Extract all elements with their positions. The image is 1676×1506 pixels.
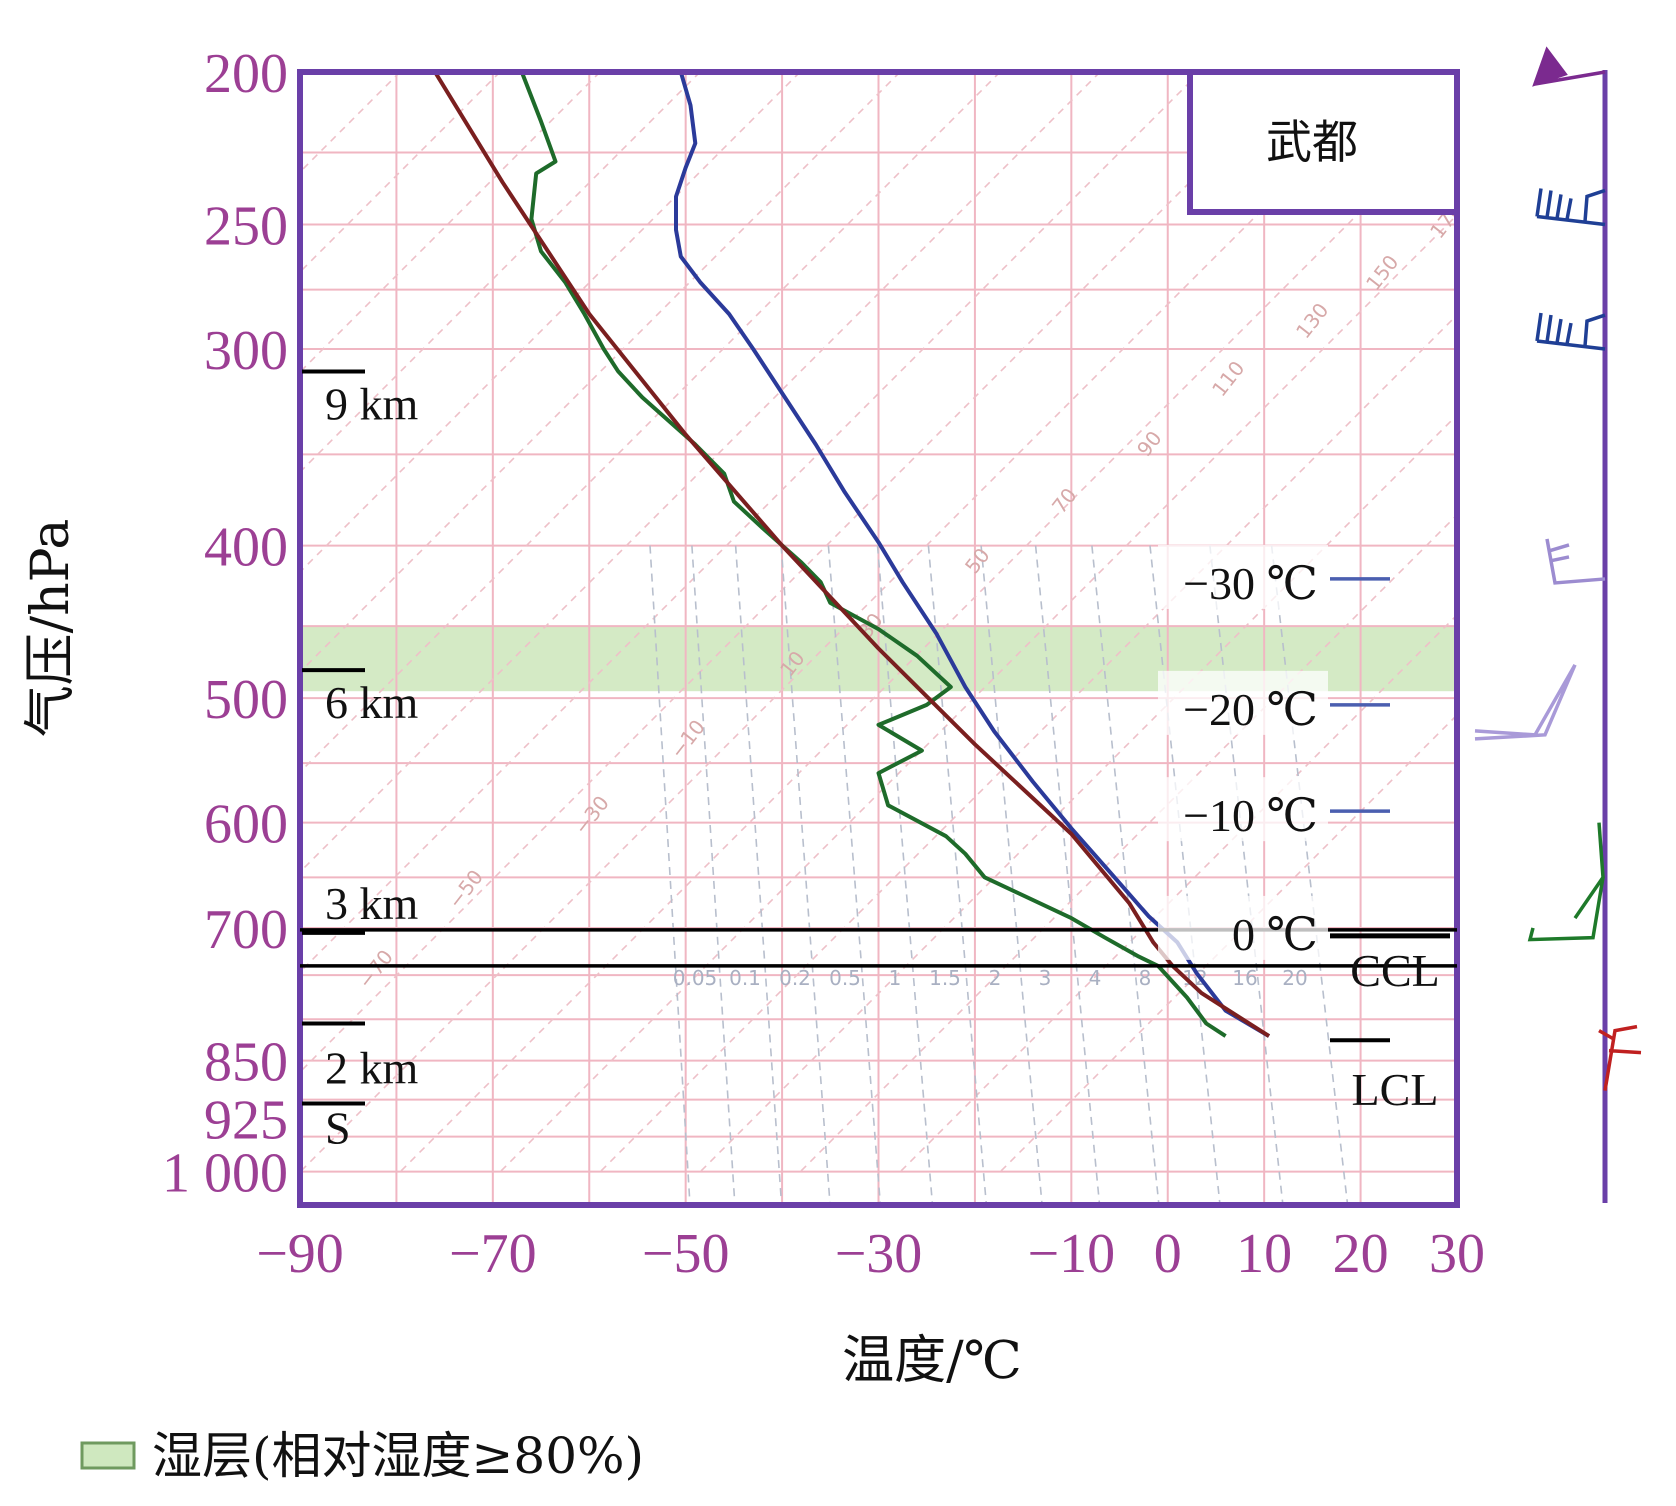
wind-barb [1545, 538, 1606, 585]
y-axis-title: 气压/hPa [21, 519, 81, 738]
level-label-ccl: CCL [1350, 945, 1439, 996]
wind-barb [1535, 312, 1606, 351]
grid-mixing-ratio [649, 545, 691, 1205]
x-tick-label: 0 [1154, 1223, 1182, 1285]
legend-swatch-wet-layer [80, 1441, 136, 1470]
mixing-ratio-label: 2 [989, 966, 1002, 990]
x-tick-label: 20 [1333, 1223, 1389, 1285]
x-tick-label: −30 [835, 1223, 923, 1285]
isotherm-marker-label: −20 ℃ [1183, 684, 1318, 735]
mixing-ratio-label: 20 [1282, 966, 1307, 990]
wind-barb-shaft [1598, 1024, 1642, 1091]
x-axis-title: 温度/℃ [842, 1331, 1022, 1391]
wind-barb [1535, 188, 1606, 227]
grid-mixing-ratio [1091, 545, 1160, 1205]
wind-barb [1527, 822, 1605, 942]
mixing-ratio-label: 3 [1039, 966, 1052, 990]
mixing-ratio-label: 8 [1139, 966, 1152, 990]
isotherm-marker-label: 0 ℃ [1232, 909, 1318, 960]
wind-barb-shaft [1527, 822, 1605, 942]
wind-barb [1474, 663, 1577, 741]
mixing-ratio-label: 16 [1232, 966, 1257, 990]
y-tick-label: 925 [204, 1089, 288, 1151]
mixing-ratio-label: 1 [889, 966, 902, 990]
grid-mixing-ratio [1034, 545, 1101, 1205]
y-tick-label: 250 [204, 195, 288, 257]
x-tick-label: −50 [642, 1223, 730, 1285]
y-tick-label: 400 [204, 517, 288, 579]
wind-barb-shaft [1545, 538, 1606, 585]
wind-barb-shaft [1535, 312, 1606, 351]
y-tick-label: 500 [204, 669, 288, 731]
grid-mixing-ratio [1149, 545, 1221, 1205]
y-tick-label: 300 [204, 320, 288, 382]
height-mark-label: 2 km [325, 1042, 419, 1093]
station-name: 武都 [1266, 115, 1358, 169]
wind-barb-shaft [1535, 188, 1606, 227]
y-tick-label: 850 [204, 1032, 288, 1094]
mixing-ratio-label: 4 [1089, 966, 1102, 990]
isotherm-marker-label: −30 ℃ [1183, 558, 1318, 609]
height-mark-label: S [325, 1102, 351, 1153]
x-tick-label: 30 [1429, 1223, 1485, 1285]
mixing-ratio-label: 0.05 [673, 966, 718, 990]
mixing-ratio-label: 1.5 [929, 966, 961, 990]
wind-barb-shaft [1474, 663, 1577, 741]
wind-barb-flag [1532, 46, 1606, 87]
y-tick-label: 200 [204, 43, 288, 105]
wind-barb [1598, 1024, 1642, 1091]
grid-mixing-ratio [827, 545, 882, 1205]
x-tick-label: 10 [1236, 1223, 1292, 1285]
overlay-layer: CCL LCL −30 ℃ −20 ℃ −10 ℃ 0 ℃ 9 km 6 km 3 km 2 km… [300, 369, 1457, 1153]
mixing-ratio-label: 0.1 [729, 966, 761, 990]
height-mark-label: 6 km [325, 677, 419, 728]
series-line [674, 72, 1271, 1038]
series-line [519, 72, 1227, 1038]
wind-barbs [1474, 46, 1642, 1091]
x-tick-label: −70 [449, 1223, 537, 1285]
legend-label-wet-layer: 湿层(相对湿度≥80%) [152, 1427, 644, 1485]
isotherm-label-bg [1158, 544, 1328, 609]
grid-mixing-ratio [1209, 545, 1284, 1205]
x-tick-label: −10 [1028, 1223, 1116, 1285]
station-box [1187, 69, 1460, 215]
y-tick-label: 1 000 [162, 1143, 288, 1205]
isotherm-marker-label: −10 ℃ [1183, 790, 1318, 841]
grid-mixing-ratio [980, 545, 1043, 1205]
grid-mixing-ratio [927, 545, 988, 1205]
isotherm-label-bg [1158, 895, 1328, 960]
grid-mixing-ratio [691, 545, 736, 1205]
plot-frame [297, 69, 1460, 1208]
height-mark-label: 9 km [325, 378, 419, 429]
isotherm-label-bg [1158, 670, 1328, 735]
height-mark-label: 3 km [325, 878, 419, 929]
wind-barb [1532, 46, 1606, 87]
y-tick-label: 700 [204, 899, 288, 961]
x-tick-label: −90 [256, 1223, 344, 1285]
y-tick-label: 600 [204, 794, 288, 856]
mixing-ratio-label: 0.5 [829, 966, 861, 990]
isotherm-label-bg [1158, 777, 1328, 842]
mixing-ratio-label: 0.2 [779, 966, 811, 990]
grid-mixing-ratio [780, 545, 831, 1205]
grid-mixing-ratio [876, 545, 934, 1205]
grid-mixing-ratio [734, 545, 783, 1205]
level-label-lcl: LCL [1352, 1064, 1439, 1115]
grid-mixing-ratio [1270, 545, 1349, 1205]
